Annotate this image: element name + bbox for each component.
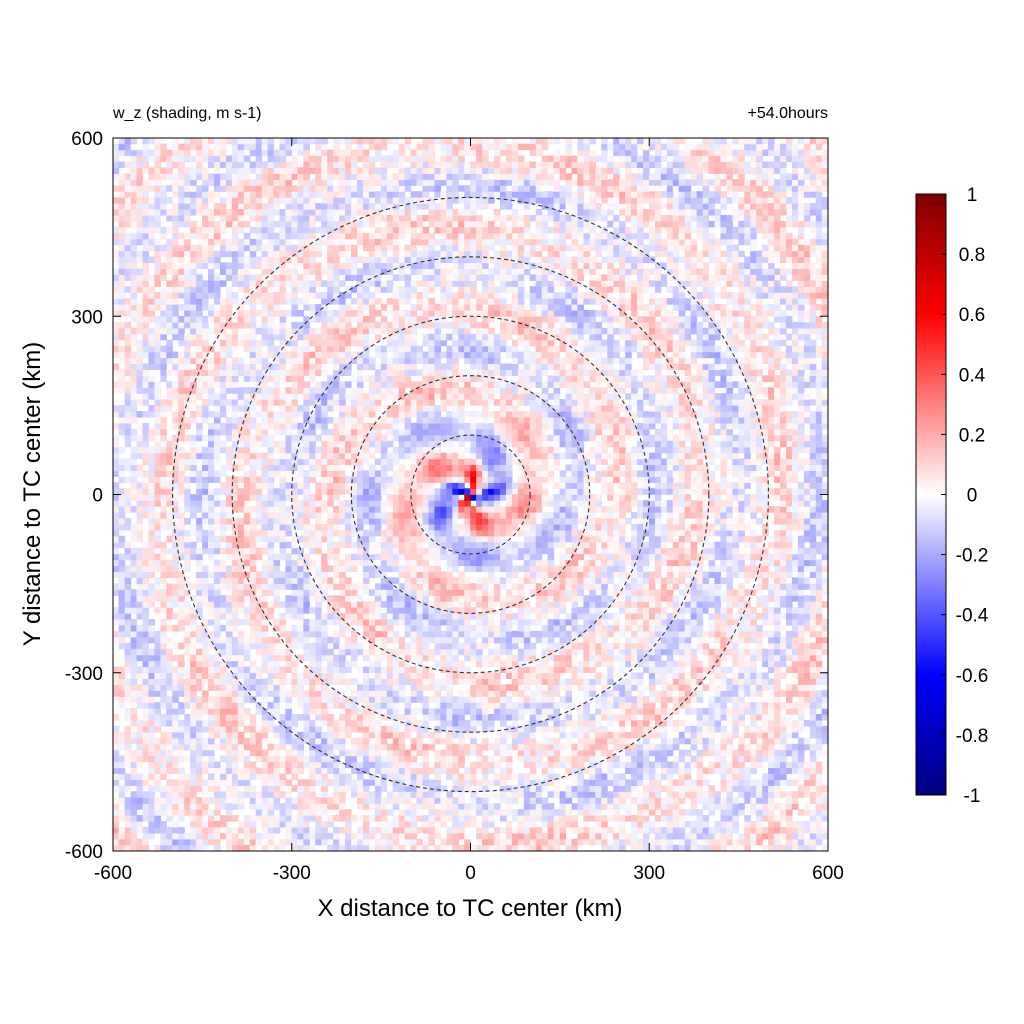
contour-circle-200: [350, 375, 591, 614]
x-tick-label: 0: [465, 863, 476, 884]
colorbar-tick-label: -0.8: [956, 726, 989, 747]
colorbar-tick-label: 0.8: [959, 245, 985, 266]
contour-circle-400: [231, 256, 710, 733]
x-tick-label: 600: [812, 863, 844, 884]
x-axis-label: X distance to TC center (km): [318, 895, 623, 922]
chart-title-right: +54.0hours: [747, 105, 828, 122]
contour-circle-300: [291, 315, 650, 674]
colorbar-tick-label: 0.2: [959, 425, 985, 446]
contour-circle-500: [172, 196, 769, 793]
colorbar-tick-label: -0.2: [956, 546, 989, 567]
y-axis-label: Y distance to TC center (km): [19, 342, 46, 647]
y-tick-label: 0: [92, 486, 103, 507]
y-tick-label: 300: [71, 307, 103, 328]
colorbar-tick-label: -0.4: [956, 606, 989, 627]
x-tick-label: -600: [94, 863, 132, 884]
y-tick-label: -300: [65, 664, 103, 685]
chart-title-left: w_z (shading, m s-1): [112, 105, 262, 122]
colorbar-tick-label: -0.6: [956, 666, 989, 687]
colorbar-tick-label: 0.4: [959, 365, 986, 386]
colorbar-tick-label: 0.6: [959, 305, 985, 326]
y-axis-ticks: -600 -300 0 300 600: [65, 129, 828, 863]
y-tick-label: -600: [65, 842, 103, 863]
colorbar-tick-label: 1: [967, 185, 978, 206]
x-tick-label: 300: [633, 863, 665, 884]
x-tick-label: -300: [273, 863, 311, 884]
heatmap-field: [113, 138, 828, 851]
radius-contours: [172, 196, 769, 793]
colorbar-tick-label: 0: [967, 486, 978, 507]
colorbar-ticks: 1 0.8 0.6 0.4 0.2 0 -0.2 -0.4 -0.6 -0.8 -1: [941, 185, 989, 807]
y-tick-label: 600: [71, 129, 103, 150]
x-axis-ticks: -600 -300 0 300 600: [94, 138, 844, 884]
colorbar-tick-label: -1: [964, 786, 981, 807]
contour-circle-100: [410, 434, 531, 555]
